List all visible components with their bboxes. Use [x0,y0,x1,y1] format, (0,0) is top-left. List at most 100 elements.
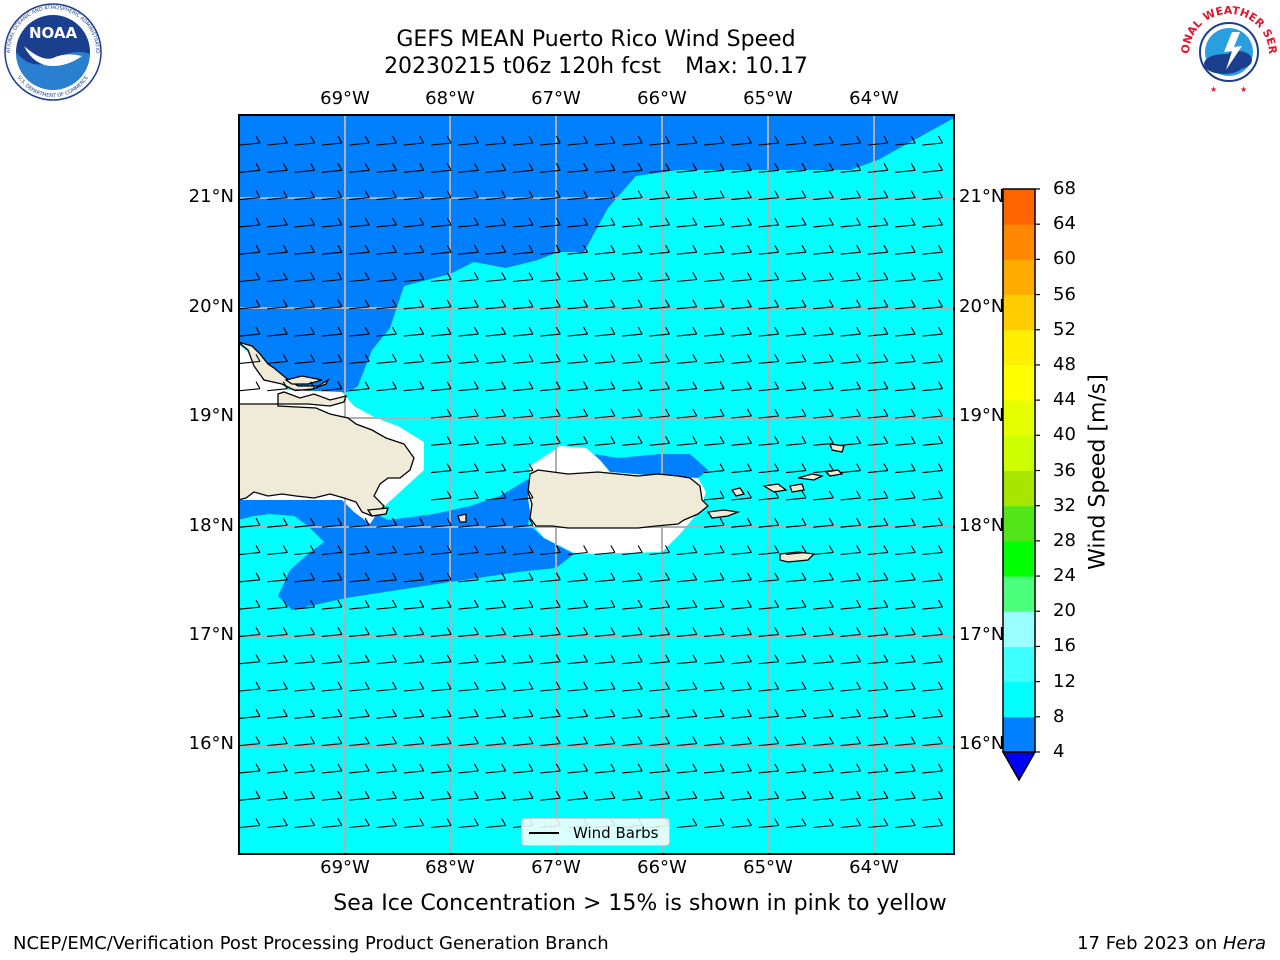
wind-barb [676,190,698,201]
wind-barb [840,818,862,829]
wind-barb [321,135,343,146]
wind-barb [294,709,316,719]
wind-barb [922,545,943,556]
wind-barb [376,244,397,255]
wind-barb [758,818,780,829]
wind-barb [704,709,725,719]
wind-barb [840,436,862,446]
lon-label-bottom-68w: 68°W [425,857,475,878]
colorbar-tick-label: 12 [1053,670,1076,692]
wind-barb [485,381,507,392]
wind-barb [431,163,452,173]
wind-barb [431,627,452,637]
wind-barb [458,572,479,583]
wind-barb [485,490,507,501]
wind-barb [840,272,862,283]
wind-barb [458,545,479,556]
colorbar-segment [1003,189,1035,225]
wind-barb [321,354,343,364]
wind-barb [785,272,807,283]
wind-barb [294,272,316,283]
wind-barb [813,572,834,583]
ocean-blue-region-south [238,478,574,610]
wind-barb [294,517,316,528]
wind-barb [758,272,780,283]
wind-barb [704,299,725,310]
wind-barb [922,736,943,747]
wind-barb [676,763,698,774]
wind-barb [840,217,862,228]
wind-barb [785,217,807,228]
wind-barb [321,190,343,201]
wind-barb [512,272,534,283]
wind-barb [485,436,507,446]
wind-barb [895,736,916,747]
wind-barb [649,354,670,364]
wind-barb [731,627,752,637]
wind-barb [267,190,288,201]
wind-barb [622,681,643,692]
wind-barb [431,572,452,583]
wind-barb [403,326,425,337]
wind-barb [813,654,834,665]
wind-barb [704,326,725,337]
wind-barb [813,326,834,337]
wind-barb [731,244,752,255]
wind-barb [758,190,780,201]
wind-barb [321,381,343,392]
wind-barb [431,217,452,228]
wind-barb [895,381,916,392]
wind-barb [895,326,916,337]
wind-barb [704,244,725,255]
wind-barb [458,217,479,228]
wind-barb [758,627,780,637]
wind-barb [704,135,725,146]
wind-barb [922,217,943,228]
colorbar-tick-label: 32 [1053,494,1076,516]
wind-barb [676,654,698,665]
wind-barb [349,709,370,719]
wind-barb [622,790,643,801]
wind-barb [267,736,288,747]
wind-barb [294,681,316,692]
lon-label-bottom-66w: 66°W [637,857,687,878]
wind-barb [649,163,670,173]
wind-barb [267,709,288,719]
wind-barb [458,272,479,283]
wind-barb [376,790,397,801]
wind-barb [431,272,452,283]
wind-barb [840,736,862,747]
colorbar-tick-label: 4 [1053,741,1065,762]
lat-label-right-19n: 19°N [959,405,1005,426]
wind-barb [512,681,534,692]
colorbar-label: Wind Speed [m/s] [1085,374,1111,570]
wind-barb [239,709,261,719]
wind-barb [895,763,916,774]
wind-barb [567,408,589,419]
wind-barb [267,135,288,146]
wind-barb [622,135,643,146]
colorbar-segment [1003,400,1035,436]
wind-barb [649,436,670,446]
wind-barb [676,681,698,692]
wind-barb [731,326,752,337]
wind-barb [431,190,452,201]
wind-barb [594,572,616,583]
wind-barb [485,217,507,228]
wind-barb [267,244,288,255]
wind-barb [594,736,616,747]
wind-barb [840,599,862,610]
lat-label-left-18n: 18°N [188,515,234,536]
wind-barb [785,190,807,201]
wind-barb [294,627,316,637]
wind-barb [512,163,534,173]
wind-barb [376,163,397,173]
wind-barb [321,818,343,829]
wind-barb [512,436,534,446]
wind-barb [895,135,916,146]
wind-barb [512,463,534,474]
wind-barb [922,408,943,419]
lat-label-right-21n: 21°N [959,186,1005,207]
wind-barb [785,572,807,583]
wind-barb [867,790,889,801]
